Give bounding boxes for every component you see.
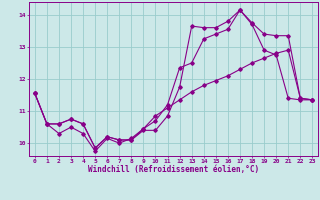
- X-axis label: Windchill (Refroidissement éolien,°C): Windchill (Refroidissement éolien,°C): [88, 165, 259, 174]
